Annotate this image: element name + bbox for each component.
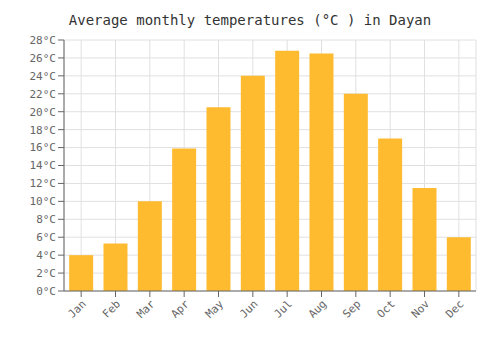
svg-text:24°C: 24°C	[30, 70, 57, 83]
svg-text:Jan: Jan	[66, 297, 89, 320]
svg-text:20°C: 20°C	[30, 106, 57, 119]
svg-text:Apr: Apr	[169, 297, 193, 321]
svg-text:6°C: 6°C	[36, 231, 56, 244]
svg-text:Sep: Sep	[340, 297, 363, 320]
svg-text:Feb: Feb	[100, 297, 123, 320]
svg-text:22°C: 22°C	[30, 88, 57, 101]
svg-text:0°C: 0°C	[36, 285, 56, 298]
svg-text:28°C: 28°C	[30, 34, 57, 47]
svg-text:Jul: Jul	[272, 297, 295, 320]
svg-text:26°C: 26°C	[30, 52, 57, 65]
svg-text:8°C: 8°C	[36, 213, 56, 226]
svg-text:Dec: Dec	[443, 297, 466, 320]
svg-text:10°C: 10°C	[30, 195, 57, 208]
svg-text:14°C: 14°C	[30, 159, 57, 172]
svg-text:4°C: 4°C	[36, 249, 56, 262]
svg-text:Mar: Mar	[134, 297, 158, 321]
svg-text:12°C: 12°C	[30, 177, 57, 190]
svg-text:18°C: 18°C	[30, 124, 57, 137]
svg-text:Nov: Nov	[409, 297, 433, 321]
html-text:Average monthly temperatures (: Average monthly temperatures (°C ) in Da…	[68, 12, 432, 28]
svg-text:2°C: 2°C	[36, 267, 56, 280]
svg-text:Jun: Jun	[237, 297, 260, 320]
svg-text:16°C: 16°C	[30, 141, 57, 154]
svg-text:Aug: Aug	[306, 297, 329, 320]
svg-text:Oct: Oct	[375, 297, 398, 320]
svg-text:May: May	[203, 297, 227, 321]
